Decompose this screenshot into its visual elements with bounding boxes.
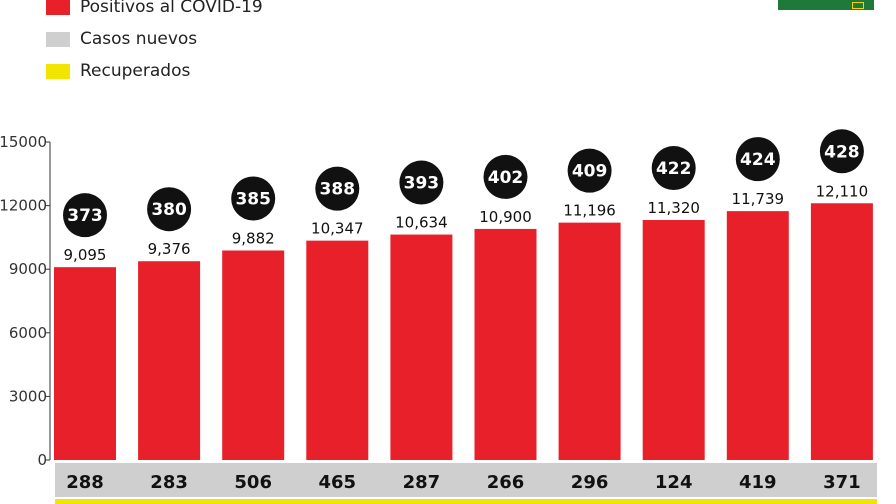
- legend-swatch-casos-nuevos: [46, 32, 70, 47]
- y-tick-label: 6000: [9, 324, 47, 342]
- casos-nuevos-value: 266: [487, 472, 525, 493]
- casos-nuevos-value: 506: [234, 472, 272, 493]
- bar-positivos: [306, 240, 369, 460]
- bar-positivos: [558, 222, 621, 460]
- y-tick-label: 9000: [9, 260, 47, 278]
- recuperados-badge: [567, 148, 612, 193]
- casos-nuevos-value: 371: [823, 472, 861, 493]
- recuperados-badge: [735, 137, 780, 182]
- casos-nuevos-strip: [55, 463, 877, 497]
- recuperados-value: 409: [572, 162, 608, 182]
- casos-nuevos-value: 465: [319, 472, 357, 493]
- recuperados-value: 402: [488, 168, 524, 188]
- bar-value-label: 10,347: [311, 220, 364, 238]
- bar-value-label: 9,376: [148, 240, 191, 258]
- logo-mark-icon: [852, 2, 864, 9]
- recuperados-badge: [231, 176, 276, 221]
- bar-value-label: 10,900: [479, 208, 532, 226]
- recuperados-value: 422: [656, 159, 692, 179]
- legend-swatch-recuperados: [46, 64, 70, 79]
- bar-value-label: 10,634: [395, 214, 448, 232]
- recuperados-value: 373: [67, 206, 103, 226]
- legend-label-positivos: Positivos al COVID-19: [80, 0, 263, 17]
- recuperados-badge: [315, 166, 360, 211]
- bar-value-label: 11,320: [647, 199, 700, 217]
- recuperados-value: 385: [235, 190, 271, 210]
- bar-value-label: 9,882: [232, 230, 275, 248]
- publisher-logo: [778, 0, 874, 10]
- bar-value-label: 11,196: [563, 202, 616, 220]
- bar-positivos: [390, 234, 453, 460]
- casos-nuevos-value: 287: [403, 472, 441, 493]
- y-tick-label: 12000: [0, 197, 47, 215]
- legend-label-recuperados: Recuperados: [80, 61, 191, 81]
- bar-value-label: 12,110: [816, 182, 869, 200]
- bar-value-label: 11,739: [732, 190, 785, 208]
- recuperados-badge: [819, 129, 864, 174]
- recuperados-badge: [651, 146, 696, 191]
- bar-positivos: [222, 250, 285, 460]
- recuperados-badge: [147, 187, 192, 232]
- legend-swatch-positivos: [46, 0, 70, 15]
- recuperados-strip: [55, 499, 877, 504]
- recuperados-badge: [483, 154, 528, 199]
- recuperados-value: 428: [824, 142, 860, 162]
- recuperados-badge: [63, 193, 107, 238]
- casos-nuevos-value: 288: [66, 472, 104, 493]
- bar-positivos: [474, 228, 537, 460]
- recuperados-value: 393: [404, 174, 440, 194]
- legend-label-casos-nuevos: Casos nuevos: [80, 29, 198, 49]
- recuperados-badge: [399, 160, 444, 205]
- recuperados-value: 424: [740, 150, 776, 170]
- recuperados-value: 380: [151, 200, 187, 220]
- y-tick-label: 15000: [0, 133, 47, 151]
- casos-nuevos-value: 124: [655, 472, 693, 493]
- bar-positivos: [54, 267, 116, 460]
- casos-nuevos-value: 296: [571, 472, 609, 493]
- y-tick-label: 0: [37, 451, 47, 469]
- bar-positivos: [138, 261, 201, 460]
- bar-positivos: [726, 211, 789, 460]
- recuperados-value: 388: [320, 180, 356, 200]
- bar-value-label: 9,095: [64, 246, 107, 264]
- bar-positivos: [810, 203, 873, 460]
- y-tick-label: 3000: [9, 387, 47, 405]
- bar-positivos: [642, 220, 705, 460]
- casos-nuevos-value: 283: [150, 472, 188, 493]
- casos-nuevos-value: 419: [739, 472, 777, 493]
